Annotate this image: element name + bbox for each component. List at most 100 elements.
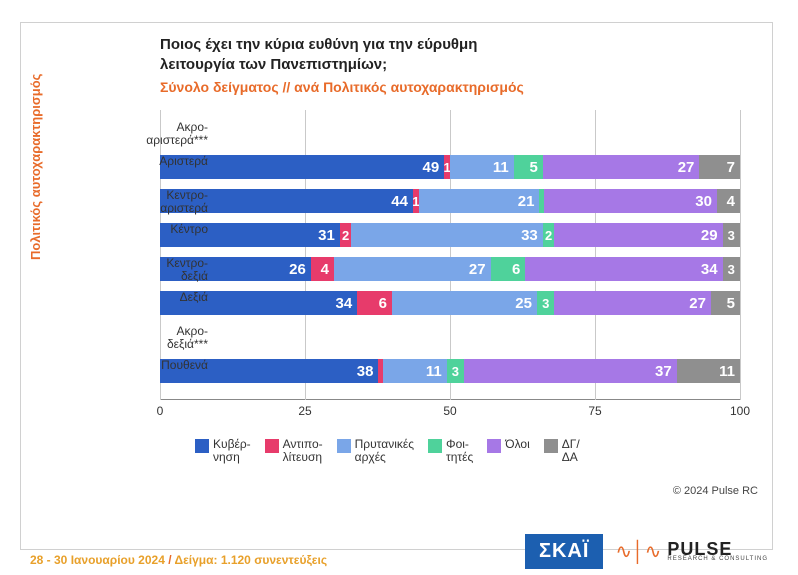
category-label: Πουθενά <box>108 359 208 372</box>
bar-value-label: 27 <box>689 295 706 312</box>
bar-row: 44121304 <box>160 189 740 213</box>
x-tick-label: 0 <box>157 404 164 418</box>
bar-value-label: 25 <box>515 295 532 312</box>
legend-label: ΔΓ/ΔΑ <box>562 438 580 464</box>
category-label: Ακρο-δεξιά*** <box>108 325 208 350</box>
copyright: © 2024 Pulse RC <box>673 485 758 497</box>
legend: Κυβέρ-νηση Αντιπο-λίτευση Πρυτανικέςαρχές Φ… <box>195 438 580 464</box>
bar-segment-all: 37 <box>464 359 677 383</box>
bar-value-label: 6 <box>379 295 387 312</box>
bar-value-label: 29 <box>701 227 718 244</box>
subtitle: Σύνολο δείγματος // ανά Πολιτικός αυτοχα… <box>160 79 524 95</box>
gridline <box>740 110 741 400</box>
bar-segment-dkna: 4 <box>717 189 740 213</box>
bar-segment-opp: 2 <box>340 223 352 247</box>
legend-label: Αντιπο-λίτευση <box>283 438 323 464</box>
category-label: Κέντρο <box>108 223 208 236</box>
bar-segment-rect: 27 <box>334 257 491 281</box>
bar-value-label: 4 <box>321 261 329 278</box>
category-label: Κεντρο-δεξιά <box>108 257 208 282</box>
legend-label: Όλοι <box>505 438 529 451</box>
title-block: Ποιος έχει την κύρια ευθύνη για την εύρυ… <box>160 35 524 95</box>
bar-value-label: 21 <box>518 193 535 210</box>
gridline <box>305 110 306 400</box>
legend-swatch <box>337 439 351 453</box>
bar-segment-stud: 2 <box>543 223 555 247</box>
bar-value-label: 27 <box>678 159 695 176</box>
legend-item-gov: Κυβέρ-νηση <box>195 438 251 464</box>
bar-segment-rect: 11 <box>383 359 446 383</box>
pulse-logo: ∿│∿ PULSE RESEARCH & CONSULTING <box>615 539 768 564</box>
bar-segment-rect: 21 <box>419 189 540 213</box>
bar-value-label: 34 <box>336 295 353 312</box>
bar-value-label: 3 <box>728 262 735 277</box>
bar-row: 34 6 25 3 27 5 <box>160 291 740 315</box>
bar-value-label: 3 <box>728 228 735 243</box>
bar-row: 264276343 <box>160 257 740 281</box>
skai-logo: ΣΚΑΪ <box>525 534 603 569</box>
bar-segment-all: 27 <box>554 291 711 315</box>
bar-value-label: 3 <box>452 364 459 379</box>
bar-segment-rect: 25 <box>392 291 537 315</box>
legend-swatch <box>428 439 442 453</box>
bar-segment-all: 34 <box>525 257 722 281</box>
legend-label: Πρυτανικέςαρχές <box>355 438 414 464</box>
bar-segment-rect: 33 <box>351 223 542 247</box>
legend-item-stud: Φοι-τητές <box>428 438 473 464</box>
pulse-text: PULSE RESEARCH & CONSULTING <box>667 541 768 563</box>
title-line-2: λειτουργία των Πανεπιστημίων; <box>160 55 524 75</box>
bar-segment-all: 29 <box>554 223 722 247</box>
bar-value-label: 27 <box>469 261 486 278</box>
footer-logos: ΣΚΑΪ ∿│∿ PULSE RESEARCH & CONSULTING <box>525 534 768 569</box>
pulse-sub: RESEARCH & CONSULTING <box>667 557 768 562</box>
legend-swatch <box>544 439 558 453</box>
bar-value-label: 11 <box>719 363 735 380</box>
chart-area: 0255075100491115277441213043123322932642… <box>160 110 740 400</box>
bar-value-label: 5 <box>727 295 735 312</box>
bar-row <box>160 325 740 349</box>
bar-value-label: 34 <box>701 261 718 278</box>
bar-row: 491115277 <box>160 155 740 179</box>
bar-segment-rect: 11 <box>450 155 514 179</box>
legend-item-dkna: ΔΓ/ΔΑ <box>544 438 580 464</box>
bar-value-label: 49 <box>423 159 440 176</box>
legend-label: Κυβέρ-νηση <box>213 438 251 464</box>
bar-value-label: 26 <box>289 261 306 278</box>
x-tick-label: 100 <box>730 404 750 418</box>
bar-value-label: 38 <box>357 363 374 380</box>
bar-value-label: 33 <box>521 227 538 244</box>
bar-value-label: 30 <box>695 193 712 210</box>
legend-item-rect: Πρυτανικέςαρχές <box>337 438 414 464</box>
bar-value-label: 37 <box>655 363 672 380</box>
bar-segment-opp: 4 <box>311 257 334 281</box>
y-axis-label: Πολιτικός αυτοχαρακτηρισμός <box>28 74 43 260</box>
category-label: Ακρο-αριστερά*** <box>108 121 208 146</box>
bar-segment-dkna: 3 <box>723 257 740 281</box>
bar-value-label: 2 <box>545 228 552 243</box>
legend-swatch <box>487 439 501 453</box>
category-label: Αριστερά <box>108 155 208 168</box>
legend-swatch <box>265 439 279 453</box>
plot: 0255075100491115277441213043123322932642… <box>160 110 740 400</box>
x-tick-label: 25 <box>298 404 311 418</box>
bar-segment-all: 30 <box>544 189 717 213</box>
footer-sample: Δείγμα: 1.120 συνεντεύξεις <box>174 553 327 567</box>
x-tick-label: 75 <box>588 404 601 418</box>
pulse-main: PULSE <box>667 541 768 557</box>
bar-segment-dkna: 5 <box>711 291 740 315</box>
legend-swatch <box>195 439 209 453</box>
x-tick-label: 50 <box>443 404 456 418</box>
bar-value-label: 5 <box>529 159 537 176</box>
bar-segment-dkna: 3 <box>723 223 740 247</box>
bar-value-label: 2 <box>342 228 349 243</box>
bar-segment-opp: 6 <box>357 291 392 315</box>
bar-segment-stud: 3 <box>537 291 554 315</box>
bar-value-label: 11 <box>426 363 442 380</box>
category-label: Δεξιά <box>108 291 208 304</box>
bar-value-label: 11 <box>493 159 509 176</box>
footer-date-range: 28 - 30 Ιανουαρίου 2024 <box>30 553 165 567</box>
bar-segment-all: 27 <box>543 155 700 179</box>
bar-segment-dkna: 7 <box>699 155 740 179</box>
pulse-wave-icon: ∿│∿ <box>615 539 661 564</box>
gridline <box>595 110 596 400</box>
